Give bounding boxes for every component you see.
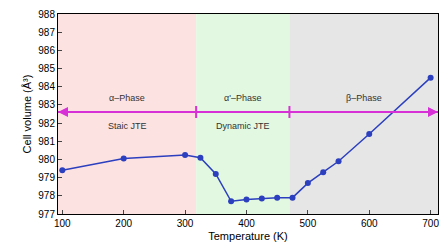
svg-text:α–Phase: α–Phase [109,93,145,103]
svg-text:984: 984 [38,81,55,92]
svg-text:977: 977 [38,209,55,220]
svg-text:300: 300 [177,218,194,229]
svg-text:980: 980 [38,154,55,165]
svg-text:986: 986 [38,45,55,56]
svg-text:983: 983 [38,99,55,110]
svg-text:100: 100 [54,218,71,229]
svg-text:988: 988 [38,9,55,20]
svg-text:Dynamic JTE: Dynamic JTE [216,121,270,131]
svg-text:Cell volume (Å³): Cell volume (Å³) [21,75,33,154]
svg-text:985: 985 [38,63,55,74]
svg-text:981: 981 [38,136,55,147]
svg-text:Staic JTE: Staic JTE [108,121,147,131]
svg-text:500: 500 [300,218,317,229]
svg-text:α'–Phase: α'–Phase [224,93,261,103]
svg-text:400: 400 [238,218,255,229]
svg-text:Temperature (K): Temperature (K) [208,230,287,242]
svg-text:700: 700 [422,218,439,229]
svg-text:600: 600 [361,218,378,229]
svg-text:982: 982 [38,118,55,129]
svg-text:979: 979 [38,172,55,183]
svg-text:987: 987 [38,27,55,38]
svg-text:β–Phase: β–Phase [346,93,382,103]
svg-text:200: 200 [115,218,132,229]
svg-text:978: 978 [38,190,55,201]
